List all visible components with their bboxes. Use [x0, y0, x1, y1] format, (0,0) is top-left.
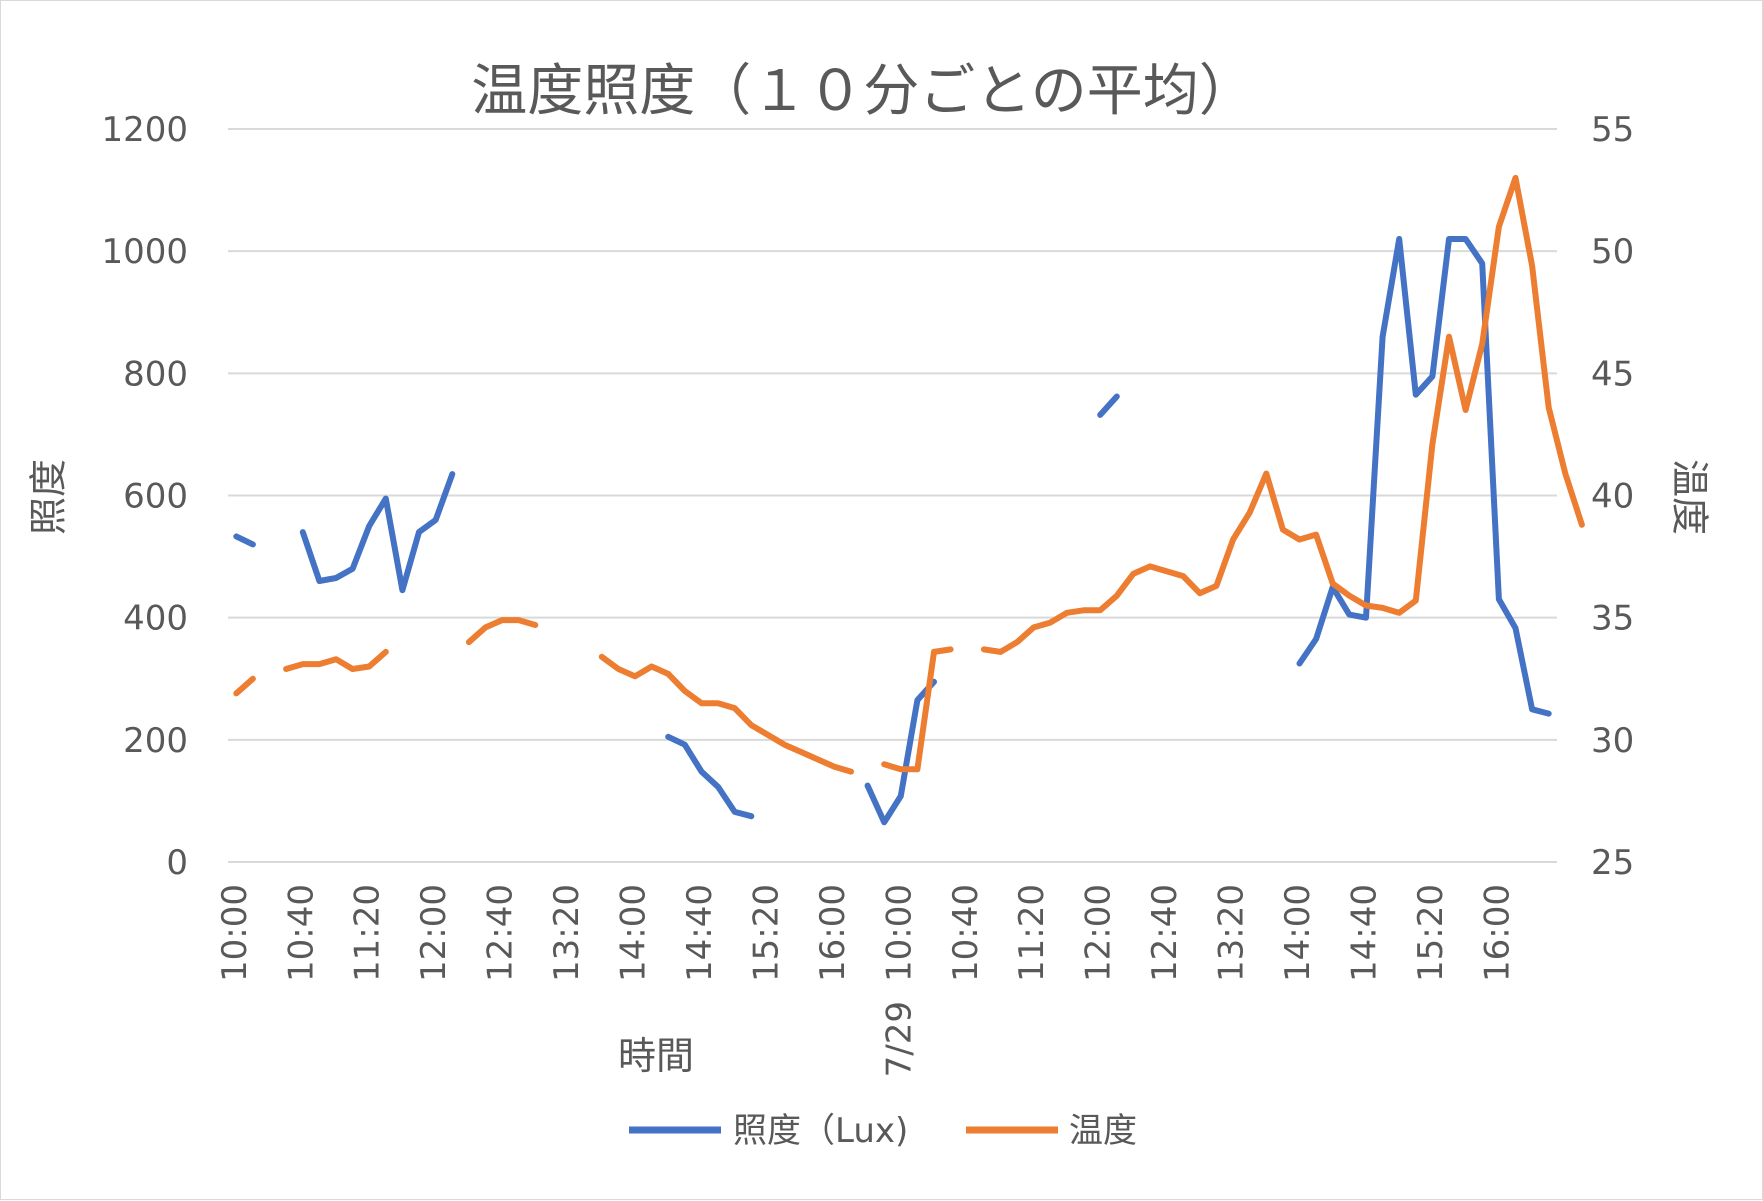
y2-tick-label: 40: [1591, 477, 1634, 517]
left-axis-ticks: 0 200 400 600 800 1000 1200: [101, 110, 188, 883]
y-tick-label: 800: [123, 354, 188, 394]
legend-label: 照度（Lux): [733, 1111, 908, 1151]
y2-tick-label: 45: [1591, 354, 1634, 394]
x-tick-label: 12:40: [481, 884, 521, 982]
series-line-segment: [233, 675, 256, 697]
y2-tick-label: 55: [1591, 110, 1634, 150]
x-tick-label: 14:00: [1278, 884, 1318, 982]
series-line-segment: [299, 471, 456, 594]
series-line-segment: [864, 678, 937, 826]
x-tick-label: 12:00: [1079, 884, 1119, 982]
y2-tick-label: 25: [1591, 843, 1634, 883]
x-tick-label: 14:00: [614, 884, 654, 982]
legend: 照度（Lux) 温度: [629, 1111, 1137, 1151]
x-tick-label: 11:20: [1012, 884, 1052, 982]
series-lines: [233, 174, 1585, 826]
x-tick-label: 10:40: [946, 884, 986, 982]
y2-axis-title: 温度: [1668, 459, 1712, 535]
legend-item-temperature: 温度: [966, 1111, 1137, 1151]
chart-title: 温度照度（１０分ごとの平均）: [471, 59, 1254, 124]
series-temperature: [233, 174, 1585, 775]
series-line-segment: [465, 617, 539, 646]
y-axis-title: 照度: [27, 459, 71, 535]
x-tick-label: 10:40: [281, 884, 321, 982]
x-axis-ticks: 10:00 10:40 11:20 12:00 12:40 13:20 14:00 14:40…: [215, 884, 1518, 1077]
x-tick-label: 11:20: [348, 884, 388, 982]
x-axis-title: 時間: [618, 1034, 694, 1078]
series-line-segment: [1296, 236, 1552, 717]
y-tick-label: 400: [123, 599, 188, 639]
series-lux: [233, 236, 1552, 826]
x-tick-label: 10:00: [879, 884, 919, 982]
series-line-segment: [598, 653, 854, 775]
y2-tick-label: 35: [1591, 599, 1634, 639]
x-tick-label: 13:20: [1212, 884, 1252, 982]
right-axis-ticks: 25 30 35 40 45 50 55: [1591, 110, 1634, 883]
y2-tick-label: 50: [1591, 232, 1634, 272]
y-tick-label: 200: [123, 721, 188, 761]
gridlines: [228, 128, 1557, 863]
series-line-segment: [1097, 393, 1120, 418]
x-tick-label: 16:00: [1477, 884, 1517, 982]
y-tick-label: 1000: [101, 232, 188, 272]
y-tick-label: 0: [166, 843, 188, 883]
series-line-segment: [980, 174, 1585, 655]
x-tick-label: 15:20: [1411, 884, 1451, 982]
x-tick-label: 12:00: [414, 884, 454, 982]
x-date-label: 7/29: [879, 1001, 919, 1077]
x-tick-label: 10:00: [215, 884, 255, 982]
series-line-segment: [881, 646, 954, 773]
series-line-segment: [233, 533, 256, 548]
legend-item-lux: 照度（Lux): [629, 1111, 908, 1151]
series-line-segment: [283, 648, 389, 672]
x-tick-label: 14:40: [680, 884, 720, 982]
x-tick-label: 13:20: [547, 884, 587, 982]
y2-tick-label: 30: [1591, 721, 1634, 761]
series-line-segment: [665, 733, 755, 820]
x-tick-label: 15:20: [746, 884, 786, 982]
y-tick-label: 1200: [101, 110, 188, 150]
legend-label: 温度: [1069, 1111, 1137, 1151]
x-tick-label: 14:40: [1344, 884, 1384, 982]
x-tick-label: 12:40: [1145, 884, 1185, 982]
y-tick-label: 600: [123, 477, 188, 517]
x-tick-label: 16:00: [813, 884, 853, 982]
